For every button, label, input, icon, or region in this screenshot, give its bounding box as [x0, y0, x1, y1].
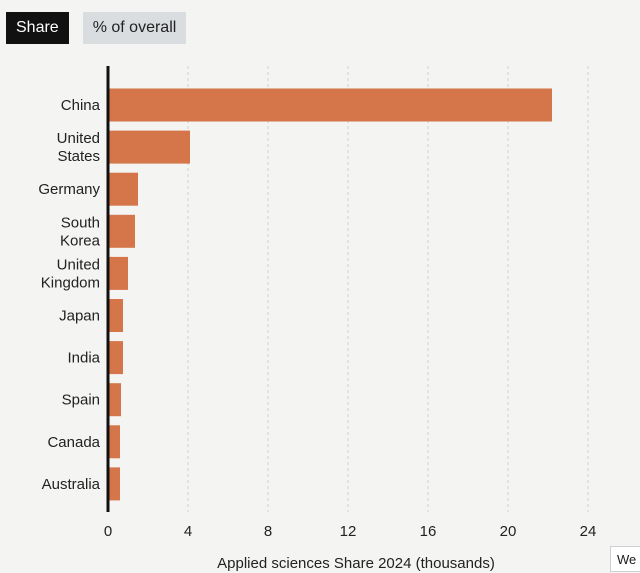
category-label-line: Canada: [47, 434, 100, 451]
category-label: United States: [57, 130, 100, 165]
x-tick-label: 4: [184, 523, 192, 540]
category-label-line: Germany: [38, 181, 100, 198]
x-tick-label: 20: [500, 523, 517, 540]
category-label-line: Japan: [59, 308, 100, 325]
bar-australia[interactable]: [108, 467, 120, 501]
bar-spain[interactable]: [108, 383, 121, 417]
bar-japan[interactable]: [108, 299, 123, 332]
bar-india[interactable]: [108, 341, 123, 375]
x-axis-title: Applied sciences Share 2024 (thousands): [217, 555, 495, 572]
share-button[interactable]: Share: [6, 12, 69, 44]
category-label: Japan: [59, 308, 100, 325]
category-label-line: United: [57, 256, 100, 273]
bar-canada[interactable]: [108, 425, 120, 459]
x-tick-label: 8: [264, 523, 272, 540]
category-label-line: South: [61, 214, 100, 231]
x-tick-label: 0: [104, 523, 112, 540]
category-label-line: Spain: [62, 392, 100, 409]
category-label: South Korea: [60, 214, 101, 249]
category-label-line: Australia: [42, 476, 101, 493]
x-tick-label: 24: [580, 523, 597, 540]
x-tick-label: 12: [340, 523, 357, 540]
category-label: United Kingdom: [41, 256, 100, 291]
category-label-line: States: [57, 148, 100, 165]
bar-china[interactable]: [108, 88, 552, 122]
category-label-line: United: [57, 130, 100, 147]
category-label-line: India: [67, 350, 100, 367]
corner-tab[interactable]: We: [610, 546, 640, 572]
bar-south-korea[interactable]: [108, 214, 135, 248]
category-label: Canada: [47, 434, 100, 451]
category-label-line: China: [61, 97, 101, 114]
metric-toggle: Share % of overall: [6, 12, 187, 44]
x-tick-label: 16: [420, 523, 437, 540]
bar-united-kingdom[interactable]: [108, 256, 128, 290]
category-label: Germany: [38, 181, 100, 198]
category-label-line: Kingdom: [41, 274, 100, 291]
category-label-line: Korea: [60, 232, 101, 249]
bar-united-states[interactable]: [108, 130, 190, 164]
category-label: China: [61, 97, 101, 114]
category-label: Australia: [42, 476, 101, 493]
bar-germany[interactable]: [108, 172, 138, 206]
percent-of-overall-button[interactable]: % of overall: [82, 12, 187, 44]
category-label: Spain: [62, 392, 100, 409]
category-label: India: [67, 350, 100, 367]
